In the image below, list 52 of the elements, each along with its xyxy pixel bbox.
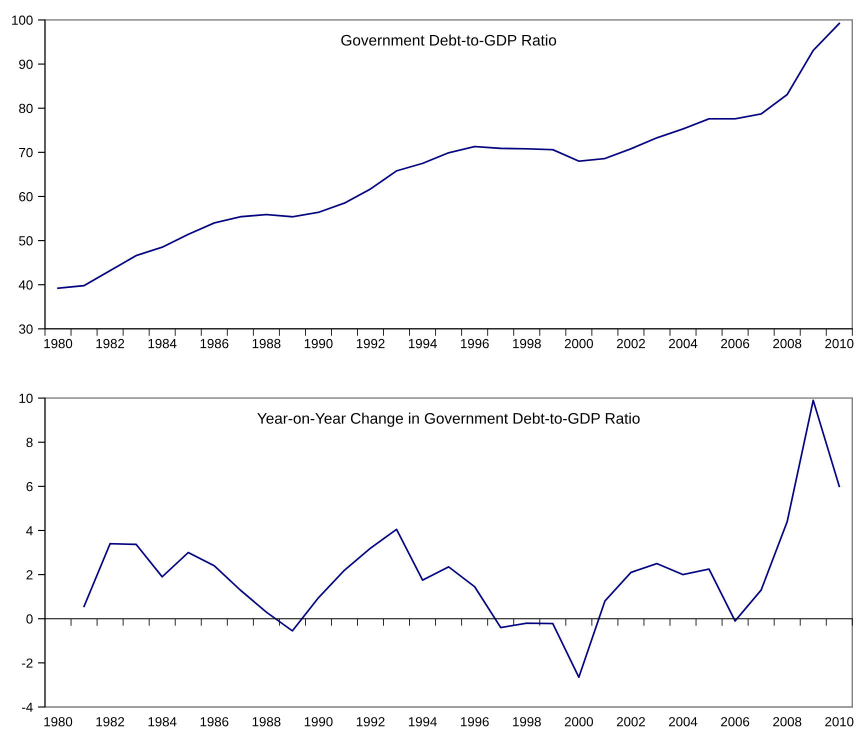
y-tick-label: 100	[12, 16, 33, 25]
x-tick-label: 1996	[461, 717, 489, 726]
y-tick-label: 8	[26, 438, 33, 448]
y-tick-label: 70	[19, 148, 33, 158]
y-tick-label: 50	[19, 236, 33, 246]
x-tick-label: 2010	[825, 717, 854, 726]
line-series	[57, 22, 840, 290]
x-tick-label: 1986	[200, 717, 228, 726]
y-tick-label: 30	[19, 324, 33, 334]
x-tick-label: 1980	[44, 717, 72, 726]
x-tick-label: 1988	[252, 717, 280, 726]
x-tick-label: 2008	[773, 717, 802, 726]
x-tick-label: 1998	[513, 338, 541, 348]
x-tick-label: 1982	[96, 338, 124, 348]
x-tick-label: 2000	[564, 338, 594, 348]
x-tick-label: 1990	[304, 717, 333, 726]
x-tick-label: 1984	[148, 338, 176, 348]
y-tick-label: 6	[26, 482, 33, 492]
x-tick-label: 2006	[721, 338, 750, 348]
x-tick-label: 2006	[721, 717, 750, 726]
x-tick-label: 2004	[669, 338, 698, 348]
text: Government Debt-to-GDP Ratio	[341, 34, 556, 46]
x-tick-label: 1984	[148, 717, 176, 726]
x-tick-label: 1992	[356, 338, 385, 348]
x-tick-label: 1986	[200, 338, 228, 348]
y-tick-label: 0	[26, 614, 33, 624]
x-tick-label: 1992	[356, 717, 385, 726]
x-tick-label: 2008	[773, 338, 802, 348]
text: Year-on-Year Change in Government Debt-to-GDP Ratio	[257, 412, 640, 427]
x-tick-label: 1982	[96, 717, 124, 726]
x-tick-label: 1998	[513, 717, 541, 726]
x-tick-label: 2010	[825, 338, 854, 348]
y-tick-label: 90	[19, 60, 33, 69]
y-tick-label: -4	[22, 702, 33, 712]
y-tick-label: 2	[26, 570, 33, 580]
y-tick-label: 4	[26, 526, 33, 536]
x-tick-label: 1990	[304, 338, 333, 348]
x-tick-label: 1996	[461, 338, 489, 348]
x-tick-label: 1994	[408, 338, 437, 348]
y-tick-label: 60	[19, 192, 33, 202]
x-tick-label: 2004	[669, 717, 698, 726]
y-tick-label: 10	[20, 394, 33, 404]
x-tick-label: 1988	[252, 338, 280, 348]
y-tick-label: 40	[18, 280, 33, 290]
x-tick-label: 1994	[408, 717, 437, 726]
x-tick-label: 2002	[616, 338, 645, 348]
y-tick-label: 80	[19, 104, 33, 114]
x-tick-label: 2000	[564, 717, 594, 726]
x-tick-label: 1980	[44, 338, 72, 348]
x-tick-label: 2002	[616, 717, 645, 726]
y-tick-label: -2	[22, 658, 33, 668]
line-series	[83, 399, 840, 678]
